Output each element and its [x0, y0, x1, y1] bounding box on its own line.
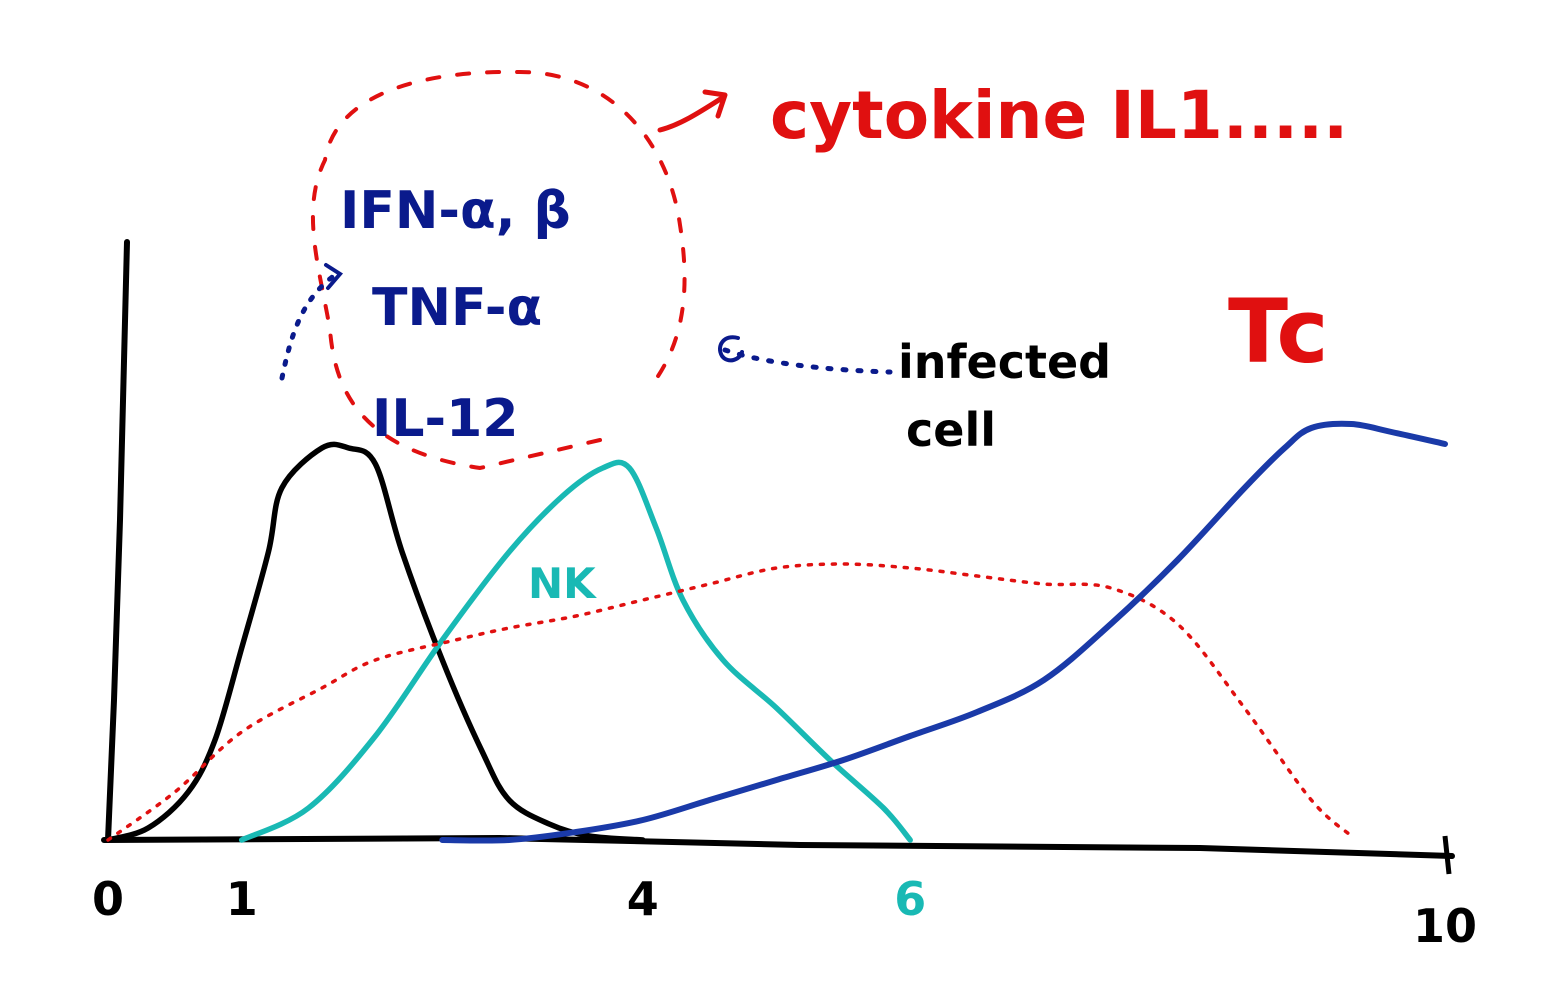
annotation-ifn: IFN-α, β	[340, 181, 571, 241]
x-tick-label-10: 10	[1413, 899, 1477, 953]
series-line-1	[238, 459, 913, 843]
annotation-infected: infected	[898, 335, 1111, 389]
x-tick-label-4: 4	[627, 872, 659, 926]
x-tick-labels: 0 1 4 6 10	[92, 872, 1477, 953]
x-tick-label-6: 6	[894, 872, 926, 926]
annotation-nk: NK	[528, 559, 597, 608]
x-tick-label-0: 0	[92, 872, 124, 926]
annotation-cytokine-il1: cytokine IL1.....	[770, 77, 1348, 154]
annotation-cell: cell	[906, 403, 996, 457]
axes	[101, 239, 1455, 875]
x-axis-end-mark	[1442, 835, 1452, 875]
infected-pointer-hook	[718, 335, 744, 363]
x-axis-line	[101, 834, 1455, 859]
y-axis-line	[105, 239, 130, 843]
tnf-pointer	[279, 272, 338, 381]
x-tick-label-1: 1	[226, 872, 258, 926]
series-line-2	[106, 562, 1354, 842]
tnf-pointer-head	[324, 263, 344, 290]
infected-pointer	[722, 347, 893, 375]
cytokine-arrow	[657, 95, 725, 133]
series-layer	[105, 420, 1448, 844]
series-line-3	[439, 420, 1448, 844]
annotation-tnf: TNF-α	[372, 278, 542, 338]
annotation-decor	[279, 69, 893, 471]
series-line-0	[105, 441, 646, 843]
annotation-tc: Tc	[1228, 280, 1329, 383]
cytokine-arrowhead	[702, 89, 728, 119]
cytokine-cloud	[310, 69, 687, 471]
annotation-il12: IL-12	[372, 389, 518, 449]
